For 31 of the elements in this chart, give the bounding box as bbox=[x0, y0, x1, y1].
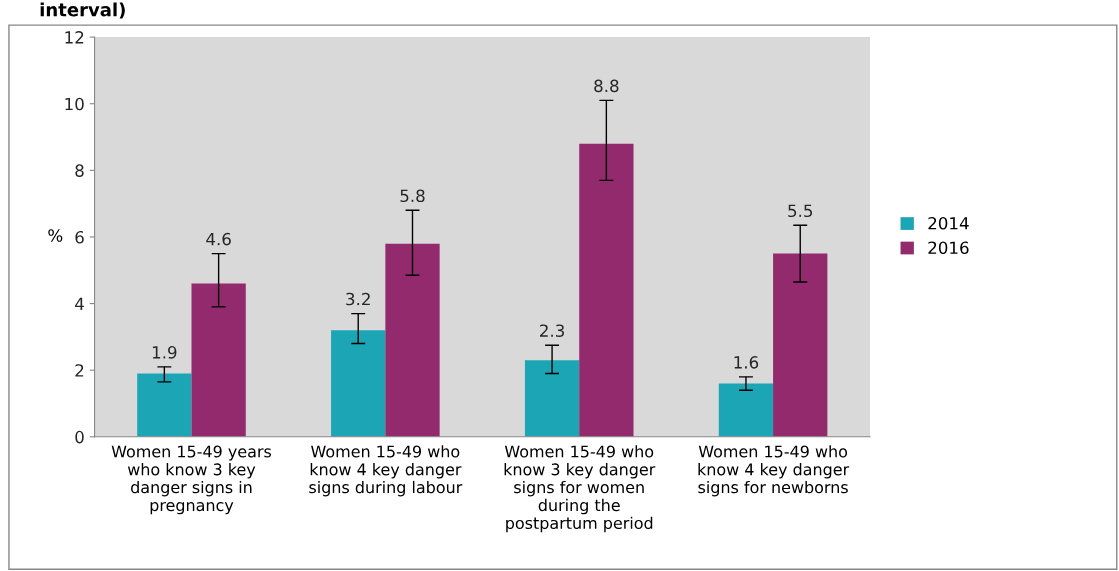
x-tick-label: Women 15-49 who know 4 key danger signs during labour bbox=[309, 445, 463, 497]
bar bbox=[137, 373, 192, 437]
bar bbox=[579, 143, 634, 437]
y-tick-label: 4 bbox=[75, 297, 84, 310]
bar bbox=[524, 360, 580, 437]
data-label: 3.2 bbox=[346, 292, 370, 306]
y-tick-label: 2 bbox=[75, 364, 84, 377]
bar bbox=[718, 383, 774, 437]
data-label: 1.9 bbox=[152, 346, 177, 359]
chart-title: interval) bbox=[40, 2, 125, 19]
data-label: 2.3 bbox=[540, 324, 564, 337]
data-label: 4.6 bbox=[206, 232, 231, 246]
bar bbox=[773, 253, 828, 437]
bar bbox=[385, 243, 440, 437]
y-tick-label: 10 bbox=[65, 97, 84, 111]
data-label: 8.8 bbox=[594, 79, 619, 93]
data-label: 5.5 bbox=[788, 204, 813, 218]
y-axis-title: % bbox=[48, 229, 63, 242]
legend-label: 2014 bbox=[928, 216, 969, 230]
legend-label: 2016 bbox=[928, 241, 969, 255]
bar bbox=[331, 330, 386, 437]
y-tick-label: 6 bbox=[75, 230, 84, 244]
y-tick-label: 8 bbox=[75, 164, 84, 177]
y-tick-label: 0 bbox=[75, 430, 84, 444]
x-tick-label: Women 15-49 years who know 3 key danger signs in pregnancy bbox=[111, 445, 272, 515]
x-tick-label: Women 15-49 who know 3 key danger signs for women during the postpartum period bbox=[504, 445, 656, 533]
data-label: 1.6 bbox=[734, 356, 759, 369]
x-tick-label: Women 15-49 who know 4 key danger signs for newborns bbox=[698, 445, 850, 497]
bar bbox=[191, 283, 246, 437]
y-tick-label: 12 bbox=[65, 31, 84, 44]
data-label: 5.8 bbox=[400, 189, 425, 203]
